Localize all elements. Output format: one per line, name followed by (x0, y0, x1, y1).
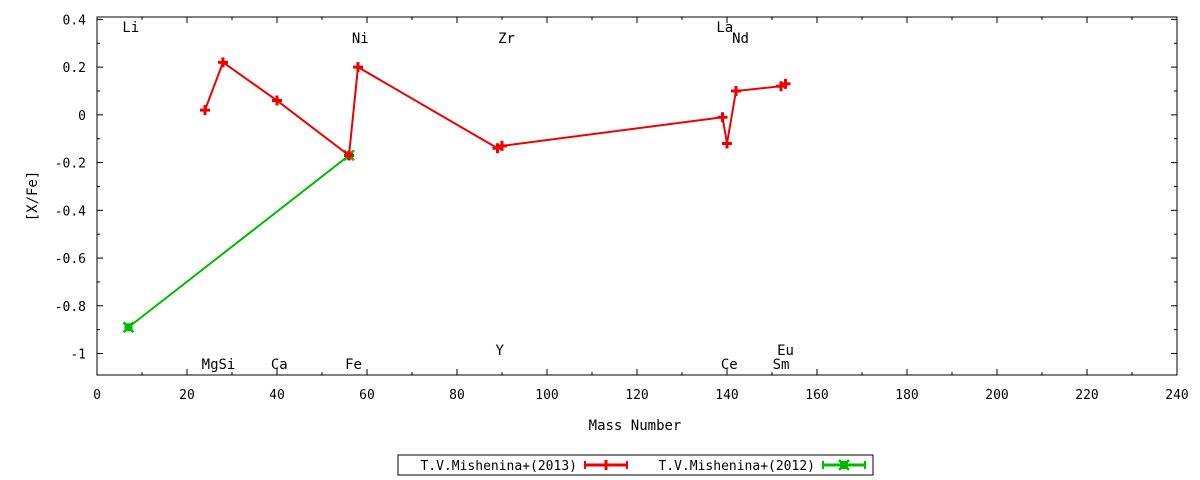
y-tick-label: -0.2 (55, 157, 86, 172)
data-point (497, 140, 507, 151)
x-tick-label: 140 (715, 388, 738, 403)
data-point (122, 321, 135, 334)
x-tick-label: 180 (895, 388, 918, 403)
data-point (601, 460, 611, 470)
x-tick-label: 0 (93, 388, 101, 403)
legend: T.V.Mishenina+(2013) T.V.Mishenina+(2012… (397, 454, 874, 476)
y-tick-label: 0 (78, 109, 86, 124)
data-point (200, 105, 210, 116)
x-tick-label: 100 (535, 388, 558, 403)
legend-label-2013: T.V.Mishenina+(2013) (420, 459, 577, 474)
x-tick-label: 20 (179, 388, 195, 403)
x-tick-labels: 0 20 40 60 80 100 120 140 160 180 200 220 240 (93, 388, 1189, 403)
element-label: Fe (345, 357, 362, 373)
y-tick-label: 0.4 (63, 13, 87, 28)
element-label: Ca (271, 357, 288, 373)
y-tick-labels: 0.4 0.2 0 -0.2 -0.4 -0.6 -0.8 -1 (55, 13, 86, 362)
y-tick-label: -0.4 (55, 204, 86, 219)
element-label: Eu (777, 343, 794, 359)
x-tick-label: 160 (805, 388, 828, 403)
x-tick-label: 60 (359, 388, 375, 403)
element-label: Li (122, 20, 139, 36)
axis-ticks (96, 17, 1178, 375)
x-axis-title: Mass Number (589, 418, 682, 434)
element-label: Ce (721, 357, 738, 373)
plot-frame (96, 16, 1178, 376)
element-label: MgSi (202, 357, 236, 373)
series-line (204, 60, 786, 158)
element-label: Nd (732, 31, 749, 47)
legend-box (397, 454, 874, 476)
y-tick-label: -0.8 (55, 300, 86, 315)
series-layer (122, 57, 791, 334)
element-label: Y (496, 343, 505, 359)
element-label: Sm (773, 357, 790, 373)
data-point (353, 62, 363, 73)
element-label: La (716, 20, 733, 36)
legend-sample-2013 (584, 460, 628, 470)
element-label: Zr (498, 31, 515, 47)
data-point (731, 85, 741, 96)
legend-label-2012: T.V.Mishenina+(2012) (658, 459, 815, 474)
x-tick-label: 200 (985, 388, 1008, 403)
y-tick-label: 0.2 (63, 61, 86, 76)
data-point (722, 138, 732, 149)
x-tick-label: 80 (449, 388, 465, 403)
data-point (344, 150, 354, 161)
series-line (127, 154, 350, 329)
x-tick-label: 240 (1165, 388, 1188, 403)
data-point (218, 57, 228, 68)
legend-sample-2012 (822, 459, 866, 471)
x-tick-label: 220 (1075, 388, 1098, 403)
data-point (838, 459, 850, 471)
element-label: Ni (352, 31, 369, 47)
y-tick-label: -0.6 (55, 252, 86, 267)
data-point (717, 112, 728, 123)
y-axis-title: [X/Fe] (25, 171, 41, 222)
series-1 (122, 149, 355, 334)
data-point (272, 95, 282, 106)
x-tick-label: 120 (625, 388, 648, 403)
data-point (780, 78, 791, 89)
series-0 (200, 57, 791, 161)
y-tick-label: -1 (70, 348, 86, 363)
x-tick-label: 40 (269, 388, 285, 403)
